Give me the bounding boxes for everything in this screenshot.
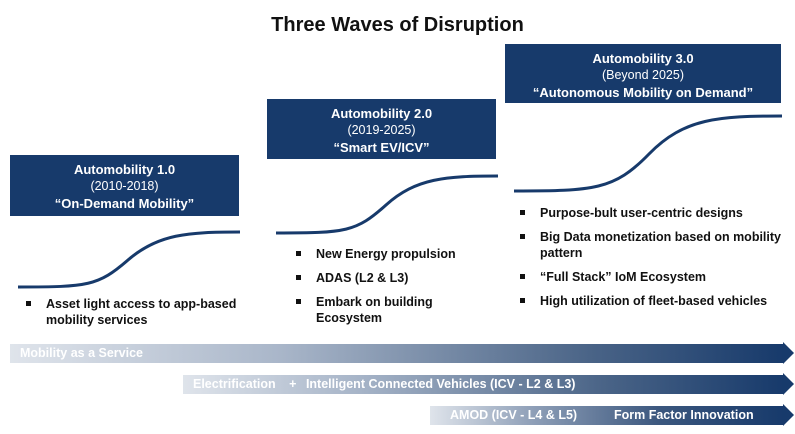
maas-band: Mobility as a Service xyxy=(10,344,783,363)
wave-3-curve xyxy=(513,114,783,193)
plus-separator: + xyxy=(289,377,297,391)
wave-2-bullet: New Energy propulsion xyxy=(294,246,494,262)
wave-2-bullets: New Energy propulsion ADAS (L2 & L3) Emb… xyxy=(294,246,494,334)
amod-band: AMOD (ICV - L4 & L5) Form Factor Innovat… xyxy=(430,406,783,425)
wave-2-bullet: ADAS (L2 & L3) xyxy=(294,270,494,286)
wave-3-bullet: Big Data monetization based on mobility … xyxy=(518,229,783,261)
electrification-arrowhead xyxy=(783,373,794,395)
wave-3-bullet: High utilization of fleet-based vehicles xyxy=(518,293,783,309)
wave-1-bullet: Asset light access to app-based mobility… xyxy=(24,296,239,328)
electrification-label: Electrification xyxy=(193,377,276,391)
wave-2-tagline: “Smart EV/ICV” xyxy=(333,140,430,155)
electrification-band: Electrification + Intelligent Connected … xyxy=(183,375,783,394)
wave-1-period: (2010-2018) xyxy=(90,179,159,193)
icv-label: Intelligent Connected Vehicles (ICV - L2… xyxy=(305,377,576,391)
amod-arrowhead xyxy=(783,404,794,426)
wave-1-name: Automobility 1.0 xyxy=(73,162,176,177)
wave-2-curve xyxy=(275,174,499,235)
wave-3-tagline: “Autonomous Mobility on Demand” xyxy=(532,85,754,100)
wave-3-bullet: Purpose-bult user-centric designs xyxy=(518,205,783,221)
wave-2-period: (2019-2025) xyxy=(347,123,416,137)
wave-1-box: Automobility 1.0 (2010-2018) “On-Demand … xyxy=(10,155,239,216)
wave-3-bullets: Purpose-bult user-centric designs Big Da… xyxy=(518,205,783,317)
diagram-title: Three Waves of Disruption xyxy=(271,14,524,36)
amod-label: AMOD (ICV - L4 & L5) xyxy=(450,408,578,422)
wave-3-name: Automobility 3.0 xyxy=(592,51,694,66)
maas-label: Mobility as a Service xyxy=(20,346,143,360)
wave-2-name: Automobility 2.0 xyxy=(330,106,433,121)
wave-3-box: Automobility 3.0 (Beyond 2025) “Autonomo… xyxy=(505,44,781,103)
wave-3-bullet: “Full Stack” IoM Ecosystem xyxy=(518,269,783,285)
wave-2-bullet: Embark on building Ecosystem xyxy=(294,294,494,326)
wave-1-curve xyxy=(17,230,241,289)
form-factor-label: Form Factor Innovation xyxy=(614,408,754,422)
wave-2-box: Automobility 2.0 (2019-2025) “Smart EV/I… xyxy=(267,99,496,159)
wave-3-period: (Beyond 2025) xyxy=(601,68,684,82)
maas-arrowhead xyxy=(783,342,794,364)
wave-1-bullets: Asset light access to app-based mobility… xyxy=(24,296,239,336)
wave-1-tagline: “On-Demand Mobility” xyxy=(54,196,195,211)
